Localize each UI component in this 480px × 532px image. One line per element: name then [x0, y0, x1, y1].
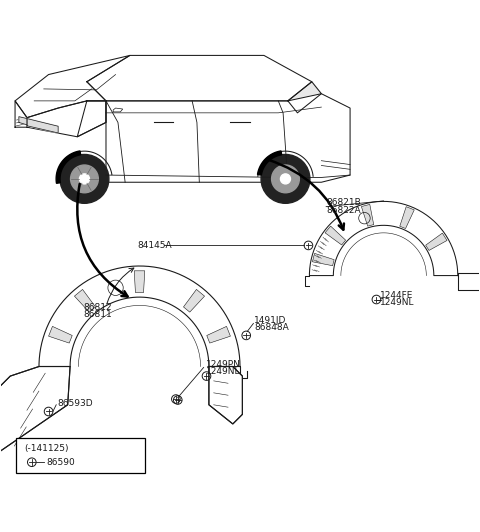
Polygon shape	[207, 326, 230, 343]
Text: 86822A: 86822A	[326, 205, 361, 214]
Polygon shape	[19, 117, 27, 125]
Polygon shape	[426, 233, 447, 251]
Polygon shape	[209, 367, 242, 424]
Text: 86590: 86590	[46, 458, 75, 467]
Text: 86593D: 86593D	[57, 399, 93, 408]
Circle shape	[261, 154, 310, 203]
Polygon shape	[288, 82, 322, 113]
Text: 1491JD: 1491JD	[254, 315, 287, 325]
Polygon shape	[113, 108, 123, 112]
Text: 84145A: 84145A	[137, 241, 172, 250]
Text: 1249NL: 1249NL	[380, 298, 415, 307]
Polygon shape	[325, 226, 346, 245]
Polygon shape	[361, 204, 374, 226]
Text: 86811: 86811	[83, 310, 112, 319]
Polygon shape	[312, 253, 334, 265]
Polygon shape	[77, 101, 106, 137]
Polygon shape	[56, 151, 81, 184]
Circle shape	[280, 174, 290, 184]
Text: (-141125): (-141125)	[24, 444, 69, 453]
Polygon shape	[39, 266, 240, 367]
Polygon shape	[310, 202, 458, 276]
Text: 1244FE: 1244FE	[380, 291, 414, 300]
Polygon shape	[458, 273, 480, 290]
Polygon shape	[400, 206, 414, 229]
Circle shape	[71, 165, 98, 193]
Polygon shape	[183, 289, 204, 312]
Circle shape	[60, 154, 109, 203]
Text: 86848A: 86848A	[254, 323, 289, 332]
Polygon shape	[27, 119, 58, 133]
Polygon shape	[87, 55, 312, 101]
Polygon shape	[48, 326, 72, 343]
Polygon shape	[27, 101, 106, 137]
Polygon shape	[106, 94, 350, 182]
Circle shape	[272, 165, 300, 193]
Text: 86821B: 86821B	[326, 198, 361, 207]
Polygon shape	[15, 101, 27, 127]
Text: 1249NL: 1249NL	[205, 367, 240, 376]
Text: 86812: 86812	[83, 303, 112, 312]
Polygon shape	[0, 367, 70, 458]
Polygon shape	[74, 289, 96, 312]
Circle shape	[80, 174, 89, 184]
Polygon shape	[15, 55, 130, 118]
FancyBboxPatch shape	[16, 438, 145, 473]
Polygon shape	[257, 151, 282, 175]
Polygon shape	[134, 271, 145, 293]
Text: 1249PN: 1249PN	[205, 360, 240, 369]
